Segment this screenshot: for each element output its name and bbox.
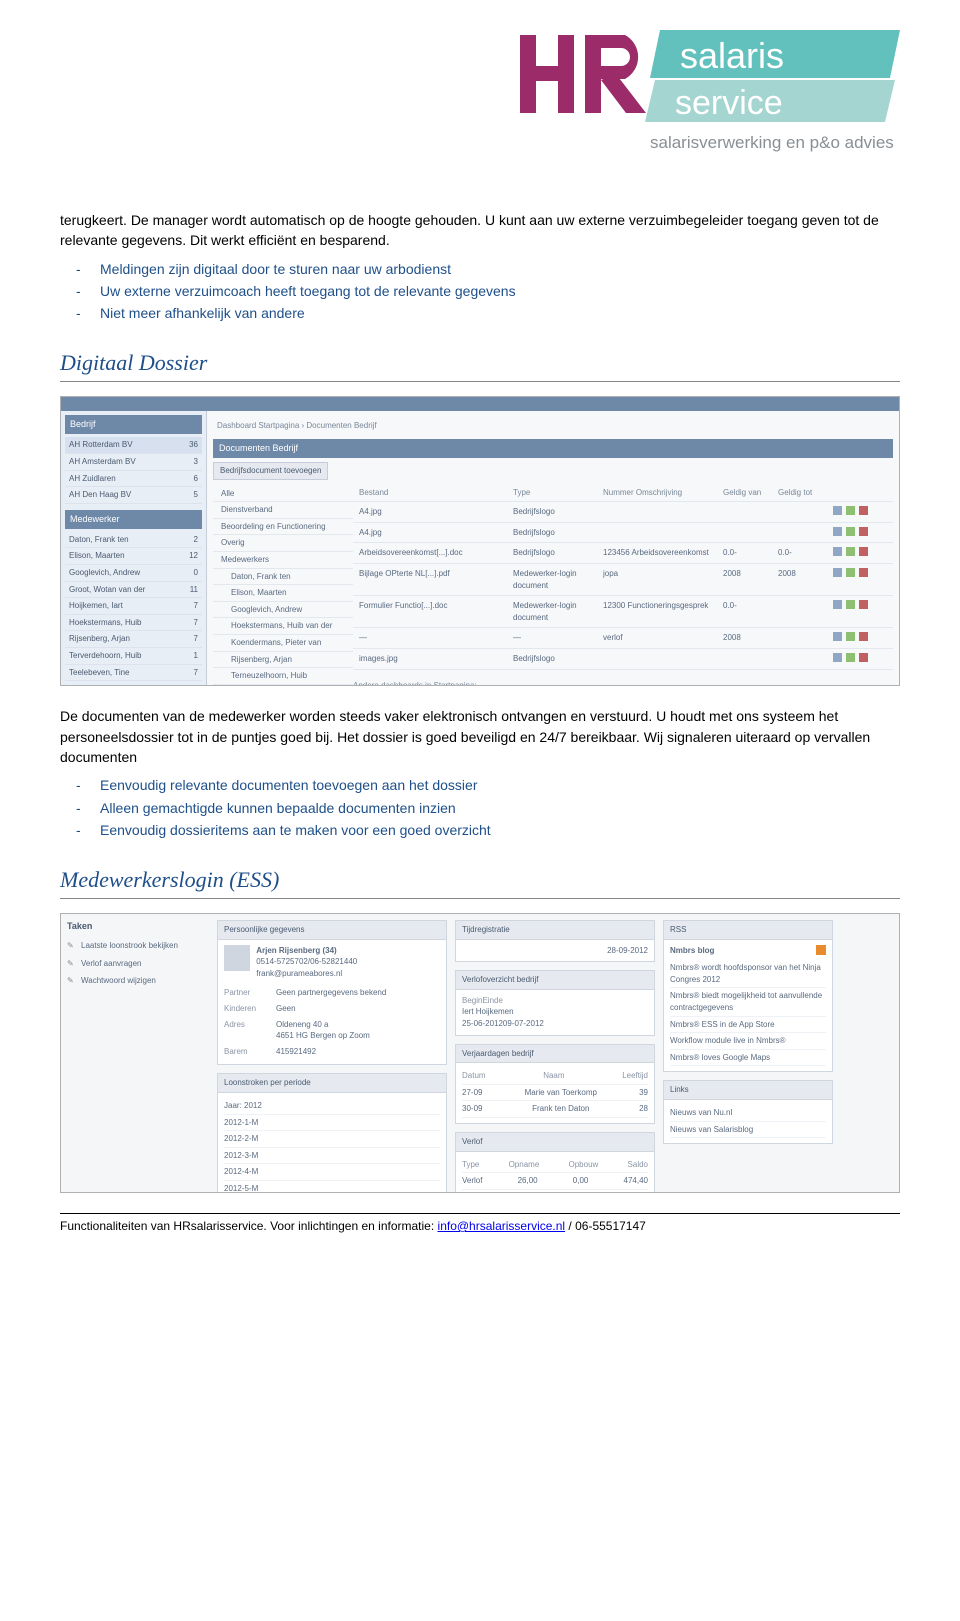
mid-bullet: Eenvoudig relevante documenten toevoegen… (100, 775, 900, 795)
intro-bullets: Meldingen zijn digitaal door te sturen n… (100, 259, 900, 324)
card-links: Links Nieuws van Nu.nl Nieuws van Salari… (663, 1080, 833, 1144)
card-loonstroken: Loonstroken per periode Jaar: 2012 2012-… (217, 1073, 447, 1193)
section-digitaal-dossier: Digitaal Dossier (60, 347, 900, 382)
card-verjaardagen: Verjaardagen bedrijf DatumNaamLeeftijd 2… (455, 1044, 655, 1124)
card-verlof: Verlof TypeOpnameOpbouwSaldo Verlof26,00… (455, 1132, 655, 1193)
page-footer: Functionaliteiten van HRsalarisservice. … (60, 1213, 900, 1235)
mid-bullet: Eenvoudig dossieritems aan te maken voor… (100, 820, 900, 840)
edit-icon[interactable] (833, 506, 842, 515)
sidebar-hdr-medewerker: Medewerker (65, 510, 202, 529)
logo-banner2-text: service (675, 84, 783, 122)
mid-paragraph: De documenten van de medewerker worden s… (60, 706, 900, 767)
dossier-sidebar: Bedrijf AH Rotterdam BV36 AH Amsterdam B… (61, 411, 207, 685)
logo-subtitle: salarisverwerking en p&o advies (650, 133, 894, 152)
footer-email-link[interactable]: info@hrsalarisservice.nl (438, 1219, 566, 1233)
rss-icon (816, 945, 826, 955)
other-dashboards-label: Andere dashboards in Startpagina: (353, 680, 893, 687)
task-link[interactable]: Verlof aanvragen (67, 955, 205, 973)
section-ess: Medewerkerslogin (ESS) (60, 864, 900, 899)
task-link[interactable]: Laatste loonstrook bekijken (67, 937, 205, 955)
delete-icon[interactable] (859, 506, 868, 515)
breadcrumb: Dashboard Startpagina › Documenten Bedri… (213, 417, 893, 435)
sidebar-hdr-bedrijf: Bedrijf (65, 415, 202, 434)
task-link[interactable]: Wachtwoord wijzigen (67, 972, 205, 990)
panel-header: Documenten Bedrijf (213, 439, 893, 458)
card-rss: RSS Nmbrs blog Nmbrs® wordt hoofdsponsor… (663, 920, 833, 1072)
screenshot-ess: Taken Laatste loonstrook bekijken Verlof… (60, 913, 900, 1193)
tasks-header: Taken (67, 920, 205, 933)
ess-sidebar: Taken Laatste loonstrook bekijken Verlof… (61, 914, 211, 1192)
mid-bullet: Alleen gemachtigde kunnen bepaalde docum… (100, 798, 900, 818)
intro-paragraph: terugkeert. De manager wordt automatisch… (60, 210, 900, 251)
card-personal: Persoonlijke gegevens Arjen Rijsenberg (… (217, 920, 447, 1065)
add-document-button[interactable]: Bedrijfsdocument toevoegen (213, 462, 328, 480)
documents-grid: Bestand Type Nummer Omschrijving Geldig … (353, 484, 893, 687)
intro-bullet: Uw externe verzuimcoach heeft toegang to… (100, 281, 900, 301)
brand-logo: salaris service salarisverwerking en p&o… (520, 30, 900, 160)
card-tijdregistratie: Tijdregistratie 28-09-2012 (455, 920, 655, 962)
card-verlofoverzicht: Verlofoverzicht bedrijf BeginEinde Iert … (455, 970, 655, 1035)
folder-tree[interactable]: Alle Dienstverband Beoordeling en Functi… (213, 484, 353, 687)
pin-icon[interactable] (846, 506, 855, 515)
avatar (224, 945, 250, 971)
logo-banner1-text: salaris (680, 35, 784, 76)
screenshot-dossier: Bedrijf AH Rotterdam BV36 AH Amsterdam B… (60, 396, 900, 686)
intro-bullet: Meldingen zijn digitaal door te sturen n… (100, 259, 900, 279)
mid-bullets: Eenvoudig relevante documenten toevoegen… (100, 775, 900, 840)
intro-bullet: Niet meer afhankelijk van andere (100, 303, 900, 323)
